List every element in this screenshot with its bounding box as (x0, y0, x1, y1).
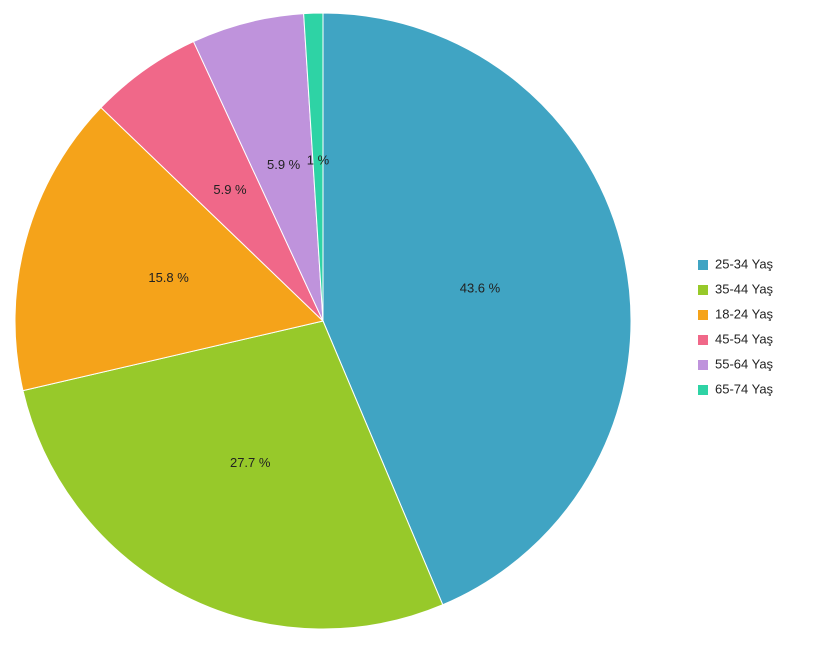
data-label: 5.9 % (213, 182, 247, 197)
data-label: 5.9 % (267, 157, 301, 172)
legend-label: 55-64 Yaş (715, 356, 774, 371)
pie-slice (303, 12, 324, 322)
data-label: 1 % (307, 152, 330, 167)
pie-slice (22, 320, 444, 630)
pie-slice (322, 12, 632, 606)
legend-label: 65-74 Yaş (715, 381, 774, 396)
legend-swatch (698, 335, 708, 345)
data-label: 27.7 % (230, 455, 271, 470)
legend-label: 25-34 Yaş (715, 256, 774, 271)
legend-swatch (698, 285, 708, 295)
data-label: 15.8 % (148, 270, 189, 285)
legend-swatch (698, 310, 708, 320)
legend-label: 45-54 Yaş (715, 331, 774, 346)
legend-label: 35-44 Yaş (715, 281, 774, 296)
pie-slice (14, 106, 325, 392)
legend-swatch (698, 260, 708, 270)
legend-label: 18-24 Yaş (715, 306, 774, 321)
legend-swatch (698, 385, 708, 395)
data-label: 43.6 % (460, 281, 501, 296)
legend-swatch (698, 360, 708, 370)
